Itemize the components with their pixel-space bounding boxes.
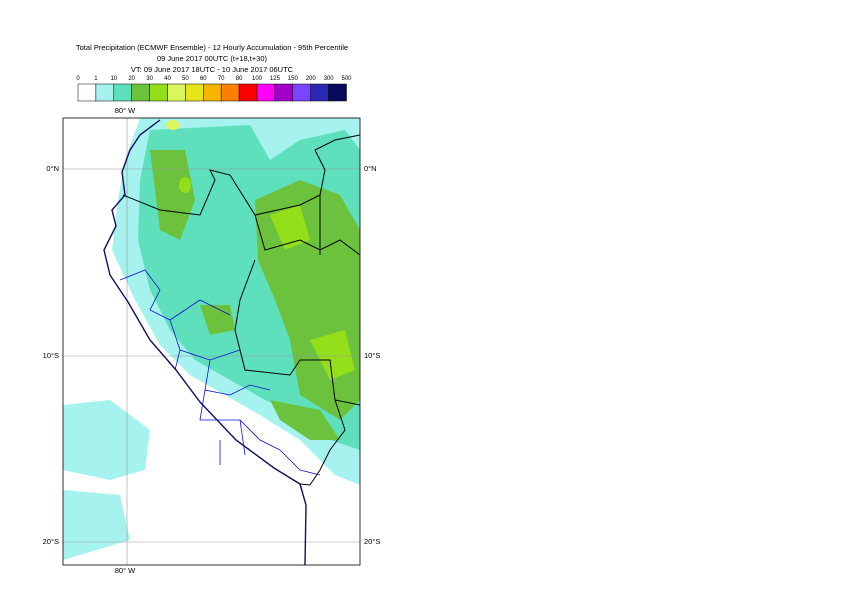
lon-label: 80° W bbox=[115, 106, 136, 115]
precip-field bbox=[63, 118, 360, 560]
country-border bbox=[299, 399, 346, 486]
legend-label: 60 bbox=[200, 76, 207, 82]
legend-label: 50 bbox=[182, 76, 189, 82]
legend-label: 100 bbox=[252, 76, 263, 82]
legend-swatch bbox=[77, 83, 97, 102]
legend-swatch bbox=[149, 83, 168, 102]
lat-label: 10°S bbox=[43, 351, 59, 360]
legend: 0 1 10 20 30 40 50 60 70 80 100 125 150 200 300 500 bbox=[76, 76, 352, 102]
legend-label: 70 bbox=[218, 76, 225, 82]
legend-label: 20 bbox=[128, 76, 135, 82]
precip-area bbox=[270, 205, 310, 250]
legend-label: 80 bbox=[236, 76, 243, 82]
legend-label: 300 bbox=[324, 76, 335, 82]
legend-swatch bbox=[167, 83, 186, 102]
legend-swatch bbox=[328, 83, 347, 102]
legend-swatch bbox=[292, 83, 311, 102]
legend-label: 40 bbox=[164, 76, 171, 82]
legend-label: 0 bbox=[76, 76, 80, 82]
lat-label: 0°N bbox=[364, 164, 377, 173]
legend-swatch bbox=[113, 83, 132, 102]
legend-label: 125 bbox=[270, 76, 281, 82]
title: Total Precipitation (ECMWF Ensemble) - 1… bbox=[76, 43, 348, 74]
legend-label: 200 bbox=[306, 76, 317, 82]
precip-area bbox=[63, 490, 130, 560]
precip-area bbox=[310, 330, 355, 380]
legend-swatch bbox=[185, 83, 204, 102]
title-line: VT: 09 June 2017 18UTC - 10 June 2017 06… bbox=[131, 65, 294, 74]
precip-area bbox=[200, 305, 235, 335]
legend-label: 500 bbox=[341, 76, 352, 82]
title-line: Total Precipitation (ECMWF Ensemble) - 1… bbox=[76, 43, 348, 52]
legend-swatch bbox=[131, 83, 150, 102]
legend-swatch bbox=[310, 83, 329, 102]
lat-label: 0°N bbox=[46, 164, 59, 173]
legend-swatch bbox=[256, 83, 276, 102]
map-frame bbox=[62, 117, 361, 566]
legend-swatch bbox=[203, 83, 222, 102]
lat-label: 10°S bbox=[364, 351, 380, 360]
country-border bbox=[254, 214, 360, 256]
title-line: 09 June 2017 00UTC (t+18,t+30) bbox=[157, 54, 268, 63]
region-border bbox=[119, 269, 321, 476]
lat-label: 20°S bbox=[364, 537, 380, 546]
legend-swatch bbox=[238, 83, 258, 102]
lat-label: 20°S bbox=[43, 537, 59, 546]
map: 80° W 80° W 0°N 0°N 10°S 10°S 20°S 20°S bbox=[43, 106, 381, 575]
legend-swatch bbox=[274, 83, 294, 102]
legend-label: 150 bbox=[288, 76, 299, 82]
legend-swatch bbox=[95, 83, 115, 102]
legend-swatch bbox=[220, 83, 240, 102]
lon-label: 80° W bbox=[115, 566, 136, 575]
precip-area bbox=[150, 150, 195, 240]
precip-area bbox=[63, 400, 150, 480]
legend-label: 30 bbox=[146, 76, 153, 82]
legend-label: 1 bbox=[94, 76, 98, 82]
legend-label: 10 bbox=[110, 76, 117, 82]
country-border bbox=[234, 195, 360, 406]
precip-area bbox=[270, 400, 340, 440]
precip-area bbox=[179, 177, 191, 193]
coastline bbox=[103, 119, 307, 565]
precip-area bbox=[166, 120, 180, 130]
